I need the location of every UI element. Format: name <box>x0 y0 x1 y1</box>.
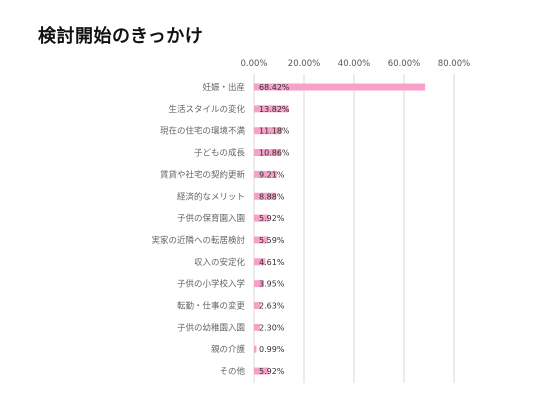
data-label: 68.42% <box>259 83 290 92</box>
data-label: 2.63% <box>259 302 285 311</box>
data-label: 11.18% <box>259 127 290 136</box>
bar <box>254 149 282 157</box>
data-label: 2.30% <box>259 323 285 332</box>
data-label: 5.92% <box>259 367 285 376</box>
category-label: 実家の近隣への転居検討 <box>151 235 245 246</box>
bar <box>254 105 289 113</box>
data-label: 4.61% <box>259 258 285 267</box>
category-label: 子どもの成長 <box>194 148 246 159</box>
bar <box>254 258 266 266</box>
page-title: 検討開始のきっかけ <box>38 26 204 47</box>
x-tick-label: 20.00% <box>288 59 320 69</box>
category-label: 賃貸や社宅の契約更新 <box>160 169 246 180</box>
bar <box>254 345 257 353</box>
bar <box>254 323 260 331</box>
category-label: 収入の安定化 <box>194 257 246 268</box>
bar <box>254 280 264 288</box>
category-label: その他 <box>219 366 245 377</box>
category-label: 子供の保育園入園 <box>177 213 245 224</box>
category-label: 子供の幼稚園入園 <box>177 322 245 333</box>
data-label: 5.59% <box>259 236 285 245</box>
category-label: 経済的なメリット <box>177 191 245 202</box>
category-label: 転勤・仕事の変更 <box>177 301 246 312</box>
data-label: 9.21% <box>259 170 285 179</box>
x-tick-label: 0.00% <box>240 59 267 69</box>
bar <box>254 236 268 244</box>
x-tick-label: 80.00% <box>438 59 470 69</box>
data-label: 0.99% <box>259 345 285 354</box>
category-label: 親の介護 <box>211 344 246 355</box>
bar <box>254 302 261 309</box>
category-label: 現在の住宅の環境不満 <box>160 126 246 137</box>
bar <box>254 127 282 135</box>
category-label: 妊娠・出産 <box>202 82 245 93</box>
data-label: 13.82% <box>259 105 290 114</box>
data-label: 8.88% <box>259 192 285 201</box>
data-label: 3.95% <box>259 280 285 289</box>
bar <box>254 214 269 222</box>
bar <box>254 367 269 375</box>
data-label: 10.86% <box>259 149 290 158</box>
data-label: 5.92% <box>259 214 285 223</box>
x-tick-label: 40.00% <box>338 59 370 69</box>
category-label: 子供の小学校入学 <box>177 279 246 290</box>
bar <box>254 192 277 200</box>
category-label: 生活スタイルの変化 <box>168 104 245 115</box>
x-tick-label: 60.00% <box>388 59 420 69</box>
bar <box>254 170 278 178</box>
bar <box>254 83 426 91</box>
